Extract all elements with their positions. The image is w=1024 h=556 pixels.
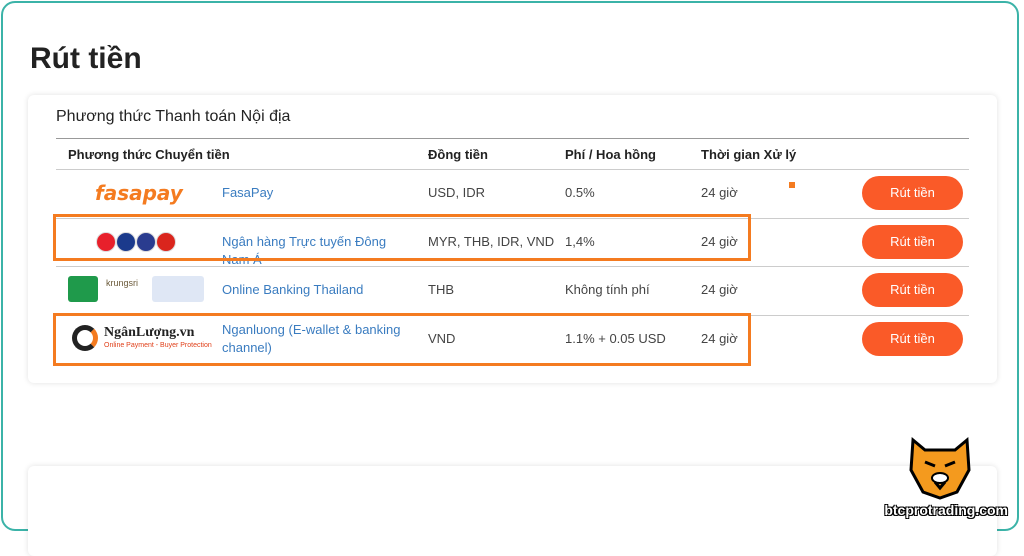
time: 24 giờ (701, 330, 738, 346)
highlight (53, 214, 751, 261)
divider (56, 266, 969, 267)
page: Rút tiền Phương thức Thanh toán Nội địa … (1, 1, 1019, 531)
method-link[interactable]: Nganluong (E-wallet & banking channel) (222, 321, 401, 355)
logo-subtitle: Online Payment - Buyer Protection (104, 341, 212, 349)
card (28, 466, 997, 556)
logo: krungsri (106, 278, 139, 288)
fee: 1.1% + 0.05 USD (565, 330, 666, 346)
withdraw-button[interactable]: Rút tiền (862, 273, 963, 307)
flag (136, 231, 156, 252)
method-link[interactable]: FasaPay (222, 185, 274, 200)
flag (96, 231, 116, 252)
time: 24 giờ (701, 233, 738, 249)
flag (156, 231, 176, 252)
bank-logo (152, 276, 204, 302)
column-header: Thời gian Xử lý (701, 147, 797, 162)
fee: 1,4% (565, 233, 595, 249)
currency: USD, IDR (428, 185, 486, 200)
watermark: btcprotrading.com (884, 502, 1008, 518)
fee: Không tính phí (565, 282, 650, 297)
withdraw-button[interactable]: Rút tiền (862, 224, 963, 259)
fee: 0.5% (565, 185, 595, 200)
divider (56, 138, 969, 139)
divider (56, 217, 969, 219)
currency: VND (428, 330, 456, 346)
column-header: Phí / Hoa hồng (565, 147, 656, 162)
dot (789, 182, 795, 188)
logo-icon (72, 324, 98, 351)
section-title: Phương thức Thanh toán Nội địa (56, 108, 291, 125)
divider (56, 169, 969, 170)
tiger-logo (909, 436, 971, 500)
time: 24 giờ (701, 185, 738, 200)
currency: THB (428, 282, 454, 297)
highlight (53, 313, 751, 366)
logo: fasapay (95, 181, 183, 205)
withdraw-button[interactable]: Rút tiền (862, 176, 963, 210)
method-link[interactable]: Online Banking Thailand (222, 282, 364, 297)
bank-logo (68, 276, 98, 302)
card (28, 95, 997, 383)
column-header: Phương thức Chuyển tiền (68, 147, 230, 162)
currency: MYR, THB, IDR, VND (428, 233, 555, 249)
time: 24 giờ (701, 282, 738, 297)
withdraw-button[interactable]: Rút tiền (862, 321, 963, 356)
logo: NgânLượng.vn (104, 324, 195, 340)
page-title: Rút tiền (30, 42, 142, 75)
column-header: Đồng tiền (428, 147, 488, 162)
flag (116, 231, 136, 252)
